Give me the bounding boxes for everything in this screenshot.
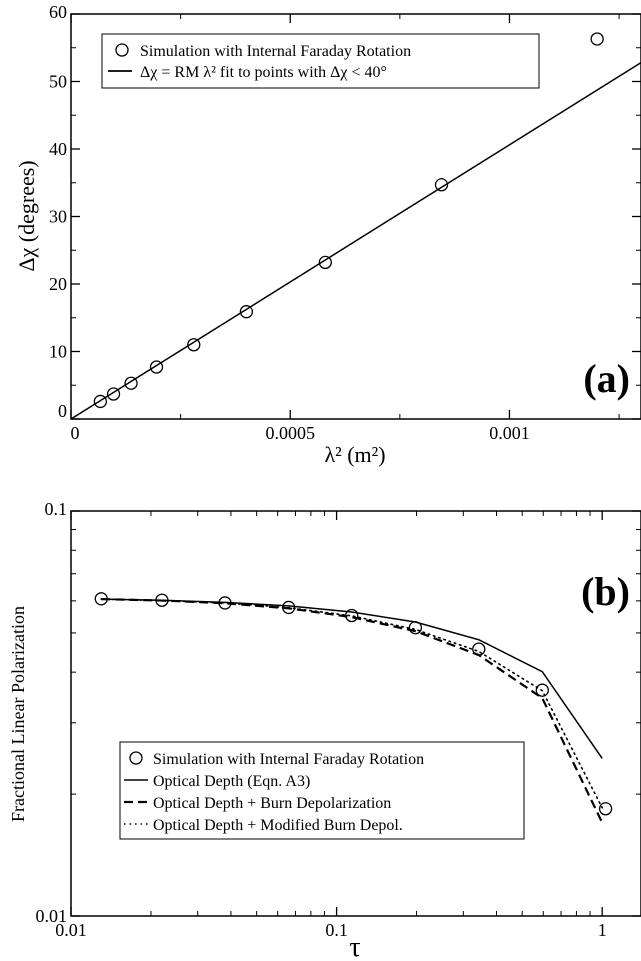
data-point [124, 376, 138, 390]
y-tick-label: 10 [49, 342, 67, 362]
chart-panel-b: 0.01 0.1 1 0.01 0.1 Fractional Linear Polari… [8, 499, 641, 961]
x-tick-label: 0.0005 [265, 423, 315, 443]
y-tick-label: 40 [49, 139, 67, 159]
data-point [106, 387, 121, 401]
data-point [590, 32, 604, 46]
tick-labels-b: 0.01 0.1 1 0.01 0.1 [36, 499, 607, 940]
ticks-b [70, 510, 641, 917]
data-point [239, 305, 254, 319]
legend-label-modified-burn-b: Optical Depth + Modified Burn Depol. [153, 817, 403, 834]
legend-label-fit-a: Δχ = RM λ² fit to points with Δχ < 40° [140, 64, 387, 81]
legend-a: Simulation with Internal Faraday Rotatio… [101, 33, 540, 89]
x-axis-title-b: τ [349, 932, 360, 961]
series-a [70, 32, 641, 420]
plot-frame-b [70, 510, 641, 917]
series-line-1 [70, 61, 641, 420]
y-axis-title-b: Fractional Linear Polarization [8, 606, 28, 822]
panel-label-a: (a) [583, 356, 630, 401]
legend-marker-simulation-b [129, 751, 143, 765]
y-tick-label: 0.01 [36, 906, 68, 926]
x-tick-label: 0.01 [55, 920, 87, 940]
legend-label-optical-depth-b: Optical Depth (Eqn. A3) [153, 773, 310, 790]
x-tick-label: 1 [598, 920, 607, 940]
data-point [535, 683, 549, 697]
x-tick-label: 0.1 [325, 920, 348, 940]
legend-label-simulation-a: Simulation with Internal Faraday Rotatio… [140, 43, 411, 60]
data-point [149, 360, 164, 374]
y-tick-label: 50 [49, 72, 67, 92]
legend-label-simulation-b: Simulation with Internal Faraday Rotatio… [153, 751, 424, 768]
legend-label-burn-b: Optical Depth + Burn Depolarization [153, 795, 391, 812]
chart-panel-a: 0 0.0005 0.001 0 10 20 30 40 50 60 Δχ (degrees) λ… [14, 2, 641, 467]
legend-box-a [101, 33, 540, 89]
y-tick-label: 30 [49, 207, 67, 227]
data-point [93, 394, 108, 409]
y-tick-label: 20 [49, 274, 67, 294]
ticks-a [70, 13, 641, 420]
y-tick-label: 0 [58, 401, 67, 421]
tick-labels-a: 0 0.0005 0.001 0 10 20 30 40 50 60 [49, 2, 530, 443]
data-point [598, 802, 613, 816]
data-point [318, 255, 332, 270]
series-b [94, 592, 613, 824]
x-tick-label: 0.001 [489, 423, 530, 443]
legend-b: Simulation with Internal Faraday Rotatio… [119, 741, 525, 840]
data-point [434, 178, 449, 192]
series-line-3 [100, 598, 603, 809]
series-line-1 [101, 598, 603, 759]
legend-box-b [119, 741, 525, 840]
legend-marker-simulation-a [115, 43, 129, 57]
y-axis-title-a: Δχ (degrees) [14, 160, 39, 271]
series-line-2 [101, 598, 604, 824]
y-tick-label: 0.1 [45, 499, 68, 519]
panel-label-b: (b) [581, 569, 630, 614]
x-axis-title-a: λ² (m²) [324, 442, 385, 467]
data-point [187, 338, 201, 352]
y-tick-label: 60 [49, 2, 67, 22]
x-tick-label: 0 [71, 423, 80, 443]
